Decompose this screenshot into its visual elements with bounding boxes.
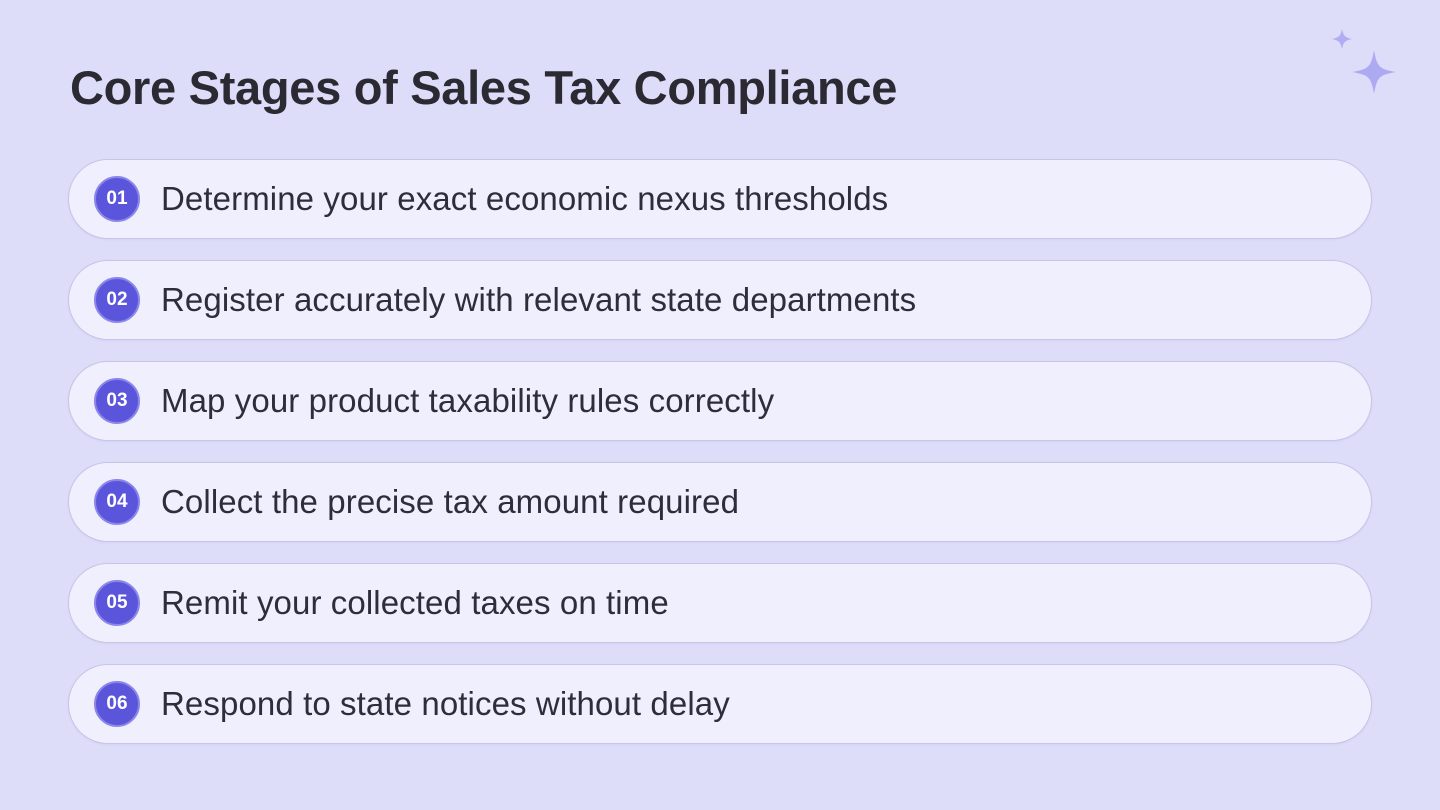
stage-number-badge: 02	[94, 277, 140, 323]
stage-number-badge: 06	[94, 681, 140, 727]
sparkles-icon	[1332, 29, 1396, 94]
stage-label: Map your product taxability rules correc…	[161, 382, 775, 419]
stage-item-02: 02 Register accurately with relevant sta…	[68, 260, 1372, 340]
stage-label: Determine your exact economic nexus thre…	[161, 180, 889, 217]
sparkle-small-icon	[1332, 29, 1352, 49]
stages-list: 01 Determine your exact economic nexus t…	[68, 159, 1372, 765]
stage-number-badge: 05	[94, 580, 140, 626]
stage-label: Remit your collected taxes on time	[161, 584, 669, 621]
stage-number-badge: 01	[94, 176, 140, 222]
stage-number-badge: 04	[94, 479, 140, 525]
sparkle-large-icon	[1352, 50, 1396, 94]
stage-item-03: 03 Map your product taxability rules cor…	[68, 361, 1372, 441]
stage-label: Register accurately with relevant state …	[161, 281, 917, 318]
slide-title: Core Stages of Sales Tax Compliance	[70, 61, 898, 114]
stage-label: Respond to state notices without delay	[161, 685, 730, 722]
stage-item-04: 04 Collect the precise tax amount requir…	[68, 462, 1372, 542]
stage-label: Collect the precise tax amount required	[161, 483, 740, 520]
stage-item-05: 05 Remit your collected taxes on time	[68, 563, 1372, 643]
stage-item-01: 01 Determine your exact economic nexus t…	[68, 159, 1372, 239]
stage-number-badge: 03	[94, 378, 140, 424]
stage-item-06: 06 Respond to state notices without dela…	[68, 664, 1372, 744]
